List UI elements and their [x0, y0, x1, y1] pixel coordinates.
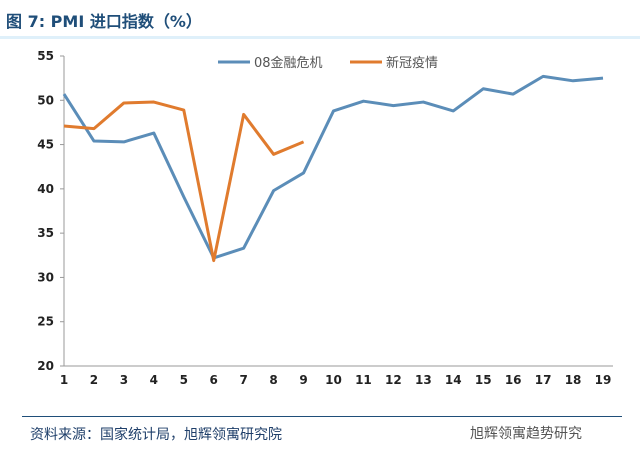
y-tick-label: 25 — [37, 315, 54, 329]
chart-title: 图 7: PMI 进口指数（%） — [6, 12, 202, 31]
y-tick-label: 40 — [37, 182, 54, 196]
x-tick-label: 3 — [120, 373, 128, 387]
x-tick-label: 6 — [210, 373, 218, 387]
y-tick-label: 35 — [37, 226, 54, 240]
y-tick-label: 55 — [37, 49, 54, 63]
series-line-1 — [63, 100, 305, 263]
x-tick-label: 10 — [325, 373, 342, 387]
x-tick-label: 9 — [299, 373, 307, 387]
y-tick-label: 20 — [37, 359, 54, 373]
x-tick-label: 8 — [269, 373, 277, 387]
x-tick-label: 2 — [90, 373, 98, 387]
x-tick-label: 14 — [445, 373, 462, 387]
x-tick-label: 11 — [355, 373, 372, 387]
x-tick-label: 7 — [239, 373, 247, 387]
x-tick-label: 17 — [535, 373, 552, 387]
x-tick-label: 5 — [180, 373, 188, 387]
y-tick-label: 45 — [37, 138, 54, 152]
title-divider — [0, 36, 640, 39]
x-tick-label: 16 — [505, 373, 522, 387]
watermark: 旭辉领寓趋势研究 — [470, 426, 582, 442]
legend-label: 08金融危机 — [254, 55, 323, 71]
x-tick-label: 12 — [385, 373, 402, 387]
x-tick-label: 15 — [475, 373, 492, 387]
y-tick-label: 50 — [37, 93, 54, 107]
x-tick-label: 18 — [565, 373, 582, 387]
legend-label: 新冠疫情 — [386, 55, 438, 71]
x-tick-label: 19 — [595, 373, 612, 387]
x-tick-label: 13 — [415, 373, 432, 387]
source-note: 资料来源：国家统计局，旭辉领寓研究院 — [30, 427, 282, 443]
x-tick-label: 4 — [150, 373, 158, 387]
y-tick-label: 30 — [37, 270, 54, 284]
footer-divider — [22, 416, 622, 417]
x-tick-label: 1 — [60, 373, 68, 387]
